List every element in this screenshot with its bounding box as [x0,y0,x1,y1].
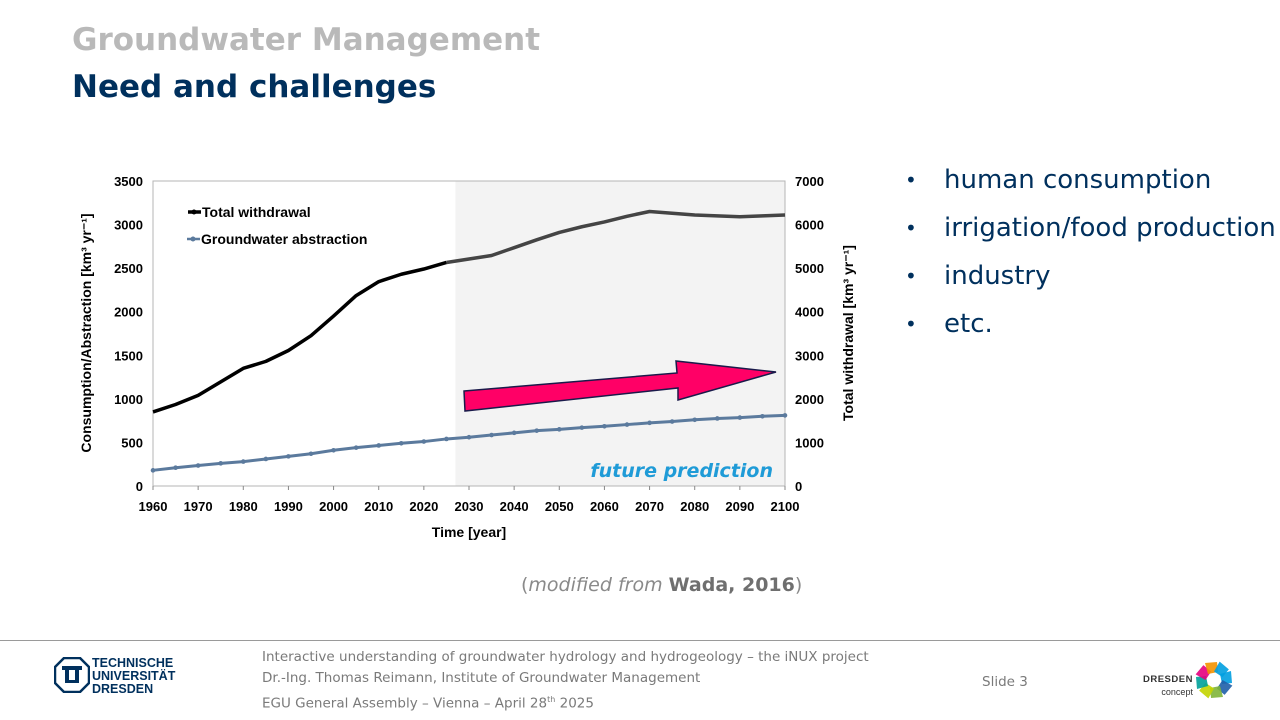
data-point [579,425,585,430]
x-tick-label: 2080 [680,499,709,514]
data-point [421,439,427,444]
footer-info: Interactive understanding of groundwater… [262,647,869,715]
bullet-item: • etc. [905,309,993,339]
footer-event-line: EGU General Assembly – Vienna – April 28… [262,695,594,712]
data-point [714,416,720,421]
legend-groundwater-abstraction: Groundwater abstraction [201,231,367,247]
y-left-tick-label: 2500 [114,261,143,276]
y-right-tick-label: 3000 [795,348,824,363]
y-left-tick-label: 1000 [114,392,143,407]
data-point [624,422,630,427]
future-prediction-label: future prediction [590,460,773,482]
y-left-tick-label: 1500 [114,348,143,363]
x-tick-label: 2000 [319,499,348,514]
x-tick-label: 2020 [409,499,438,514]
legend-total-withdrawal: Total withdrawal [202,204,311,220]
dresden-concept-logo-icon [1195,661,1233,699]
slide-number: Slide 3 [982,674,1028,690]
x-tick-label: 1980 [229,499,258,514]
y-right-tick-label: 5000 [795,261,824,276]
data-point [173,465,178,471]
logo-segment [1214,661,1229,678]
data-point [263,456,269,462]
withdrawal-chart: 1960 1970 1980 1990 2000 2010 2020 2030 2040 2050… [78,174,856,540]
x-tick-label: 2010 [364,499,393,514]
data-point [376,443,382,448]
tu-dresden-logo-icon [54,657,90,693]
source-citation: (modified from Wada, 2016) [521,574,803,596]
legend: Total withdrawal Groundwater abstraction [187,204,367,247]
x-tick-label: 1990 [274,499,303,514]
footer-author-line: Dr.-Ing. Thomas Reimann, Institute of Gr… [262,670,701,686]
x-tick-label: 2090 [725,499,754,514]
x-tick-label: 1970 [184,499,213,514]
data-point [556,427,562,432]
slide-section-title: Groundwater Management [72,22,541,58]
data-point [195,463,201,468]
x-tick-label: 2100 [771,499,800,514]
x-axis-label: Time [year] [432,524,506,540]
data-point [353,445,359,450]
x-tick-label: 2050 [545,499,574,514]
data-point [489,432,494,438]
tu-dresden-wordmark: TECHNISCHE UNIVERSITÄT DRESDEN [92,656,176,696]
future-region [455,181,785,486]
data-point [150,468,156,473]
data-point [534,428,540,433]
data-point [669,419,675,424]
footer-project-line: Interactive understanding of groundwater… [262,649,869,665]
y-right-tick-label: 7000 [795,174,824,189]
data-point [308,451,314,457]
data-point [760,413,765,419]
data-point [218,461,224,466]
x-tick-label: 2070 [635,499,664,514]
y-right-tick-label: 2000 [795,392,824,407]
data-point [782,413,788,418]
data-point [602,424,607,429]
y-left-tick-label: 2000 [114,305,143,320]
trend-arrow [463,360,777,412]
data-point [240,459,246,464]
data-point [331,447,336,453]
y-right-tick-label: 1000 [795,435,824,450]
y-left-tick-label: 3500 [114,174,143,189]
data-point [737,415,743,420]
series-total-withdrawal-future [446,209,786,265]
bullet-item: • industry [905,261,1051,291]
y-axis-left-label: Consumption/Abstraction [km³ yr⁻¹] [78,213,94,452]
data-point [398,441,404,446]
dresden-concept-wordmark: DRESDEN concept [1143,674,1193,697]
y-left-tick-label: 500 [121,435,143,450]
data-point [444,436,449,442]
y-axis-right-label: Total withdrawal [km³ yr⁻¹] [840,245,856,421]
data-point [466,434,472,440]
series-total-withdrawal [152,260,447,414]
bullet-item: • human consumption [905,165,1212,195]
y-left-tick-label: 3000 [114,218,143,233]
data-point [692,417,698,423]
x-tick-label: 2040 [500,499,529,514]
y-right-tick-label: 0 [795,479,802,494]
data-point [511,430,517,436]
slide-title: Need and challenges [72,69,437,105]
data-point [647,420,652,426]
y-right-tick-label: 4000 [795,305,824,320]
bullet-list: • human consumption • irrigation/food prod… [905,160,1276,352]
x-tick-label: 1960 [139,499,168,514]
data-point [286,454,291,459]
bullet-item: • irrigation/food production [905,213,1276,243]
x-tick-label: 2030 [455,499,484,514]
footer-divider [0,640,1280,641]
y-left-tick-label: 0 [136,479,143,494]
y-right-tick-label: 6000 [795,218,824,233]
x-tick-label: 2060 [590,499,619,514]
